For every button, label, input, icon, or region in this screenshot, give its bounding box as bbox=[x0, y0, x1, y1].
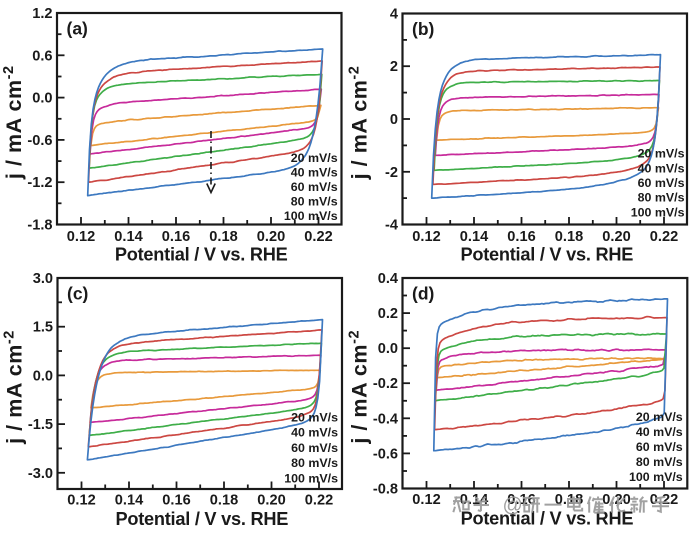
svg-text:j / mA cm-2: j / mA cm-2 bbox=[1, 65, 26, 180]
svg-text:@: @ bbox=[503, 495, 523, 517]
svg-text:Potential / V vs. RHE: Potential / V vs. RHE bbox=[460, 245, 633, 265]
svg-text:0.22: 0.22 bbox=[305, 493, 333, 509]
svg-text:60 mV/s: 60 mV/s bbox=[291, 441, 338, 455]
svg-text:100 mV/s: 100 mV/s bbox=[284, 471, 338, 485]
svg-text:Potential / V vs. RHE: Potential / V vs. RHE bbox=[115, 509, 288, 529]
svg-text:j / mA cm-2: j / mA cm-2 bbox=[347, 330, 372, 445]
svg-text:-0.6: -0.6 bbox=[373, 446, 398, 462]
svg-text:0.22: 0.22 bbox=[304, 229, 332, 245]
svg-text:-0.6: -0.6 bbox=[27, 133, 52, 149]
svg-text:60 mV/s: 60 mV/s bbox=[291, 180, 338, 194]
svg-text:0.0: 0.0 bbox=[378, 341, 398, 357]
svg-text:-4: -4 bbox=[385, 218, 399, 234]
svg-text:0.12: 0.12 bbox=[412, 492, 440, 508]
svg-text:0.20: 0.20 bbox=[257, 229, 285, 245]
svg-text:-0.2: -0.2 bbox=[373, 376, 398, 392]
svg-text:-2: -2 bbox=[385, 165, 398, 181]
svg-text:40 mV/s: 40 mV/s bbox=[291, 426, 338, 440]
svg-text:0.0: 0.0 bbox=[32, 91, 52, 107]
svg-text:j / mA cm-2: j / mA cm-2 bbox=[2, 330, 27, 445]
svg-text:1.5: 1.5 bbox=[33, 320, 53, 336]
svg-text:100 mV/s: 100 mV/s bbox=[631, 205, 685, 219]
svg-text:40 mV/s: 40 mV/s bbox=[636, 425, 683, 439]
svg-text:20 mV/s: 20 mV/s bbox=[291, 411, 338, 425]
svg-text:100 mV/s: 100 mV/s bbox=[629, 470, 683, 484]
svg-text:0.6: 0.6 bbox=[32, 48, 52, 64]
svg-text:40 mV/s: 40 mV/s bbox=[638, 161, 685, 175]
svg-text:0.20: 0.20 bbox=[602, 229, 630, 245]
svg-text:0.16: 0.16 bbox=[162, 493, 190, 509]
svg-text:0.18: 0.18 bbox=[210, 493, 238, 509]
svg-text:80 mV/s: 80 mV/s bbox=[638, 191, 685, 205]
svg-text:j / mA cm-2: j / mA cm-2 bbox=[347, 66, 372, 181]
svg-text:80 mV/s: 80 mV/s bbox=[291, 456, 338, 470]
svg-text:40 mV/s: 40 mV/s bbox=[291, 166, 338, 180]
svg-text:0.20: 0.20 bbox=[602, 492, 630, 508]
svg-text:0.16: 0.16 bbox=[162, 229, 190, 245]
svg-text:(d): (d) bbox=[412, 284, 434, 304]
svg-text:0.18: 0.18 bbox=[209, 229, 237, 245]
svg-text:-0.8: -0.8 bbox=[373, 482, 398, 498]
svg-text:0.20: 0.20 bbox=[257, 493, 285, 509]
svg-text:-1.2: -1.2 bbox=[27, 175, 52, 191]
svg-text:0: 0 bbox=[390, 112, 398, 128]
svg-text:0.14: 0.14 bbox=[115, 493, 144, 509]
svg-text:3.0: 3.0 bbox=[33, 271, 53, 287]
svg-text:-1.5: -1.5 bbox=[28, 417, 53, 433]
svg-text:60 mV/s: 60 mV/s bbox=[636, 440, 683, 454]
svg-text:100 mV/s: 100 mV/s bbox=[284, 209, 338, 223]
svg-text:Potential / V vs. RHE: Potential / V vs. RHE bbox=[115, 245, 288, 265]
svg-text:(b): (b) bbox=[412, 19, 434, 39]
svg-text:Potential / V vs. RHE: Potential / V vs. RHE bbox=[461, 509, 634, 529]
svg-text:0.12: 0.12 bbox=[412, 229, 440, 245]
svg-text:0.18: 0.18 bbox=[555, 229, 583, 245]
svg-text:20 mV/s: 20 mV/s bbox=[636, 410, 683, 424]
svg-text:4: 4 bbox=[390, 7, 399, 23]
svg-text:0.22: 0.22 bbox=[650, 492, 678, 508]
svg-text:(a): (a) bbox=[67, 19, 88, 39]
svg-text:0.4: 0.4 bbox=[378, 271, 399, 287]
svg-text:-3.0: -3.0 bbox=[28, 466, 53, 482]
svg-text:60 mV/s: 60 mV/s bbox=[638, 176, 685, 190]
svg-text:0.14: 0.14 bbox=[460, 229, 489, 245]
svg-text:0.22: 0.22 bbox=[650, 229, 678, 245]
svg-text:20 mV/s: 20 mV/s bbox=[638, 147, 685, 161]
svg-text:0.14: 0.14 bbox=[114, 229, 143, 245]
svg-text:0.2: 0.2 bbox=[378, 306, 398, 322]
svg-text:-0.4: -0.4 bbox=[373, 411, 399, 427]
svg-text:0.12: 0.12 bbox=[67, 493, 95, 509]
svg-text:(c): (c) bbox=[67, 284, 88, 304]
svg-text:0.0: 0.0 bbox=[33, 368, 53, 384]
svg-text:-1.8: -1.8 bbox=[27, 218, 52, 234]
svg-text:0.12: 0.12 bbox=[67, 229, 95, 245]
svg-text:80 mV/s: 80 mV/s bbox=[636, 455, 683, 469]
svg-text:0.16: 0.16 bbox=[507, 229, 535, 245]
svg-text:2: 2 bbox=[390, 59, 398, 75]
svg-text:1.2: 1.2 bbox=[32, 6, 52, 22]
svg-text:80 mV/s: 80 mV/s bbox=[291, 195, 338, 209]
svg-text:20 mV/s: 20 mV/s bbox=[291, 151, 338, 165]
